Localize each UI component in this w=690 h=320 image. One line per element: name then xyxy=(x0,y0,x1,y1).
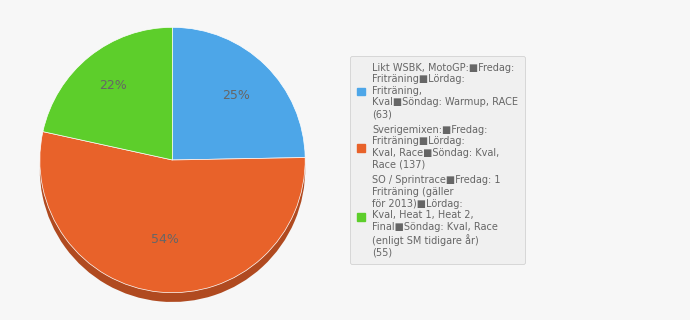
Wedge shape xyxy=(172,36,305,169)
Wedge shape xyxy=(40,141,305,302)
Wedge shape xyxy=(43,36,172,169)
Text: 25%: 25% xyxy=(221,89,250,102)
Wedge shape xyxy=(43,27,172,160)
Text: 54%: 54% xyxy=(150,233,179,246)
Wedge shape xyxy=(40,132,305,293)
Wedge shape xyxy=(172,27,305,160)
Text: 22%: 22% xyxy=(99,79,126,92)
Legend: Likt WSBK, MotoGP:■Fredag:
Friträning■Lördag:
Friträning,
Kval■Söndag: Warmup, R: Likt WSBK, MotoGP:■Fredag: Friträning■Lö… xyxy=(350,56,525,264)
